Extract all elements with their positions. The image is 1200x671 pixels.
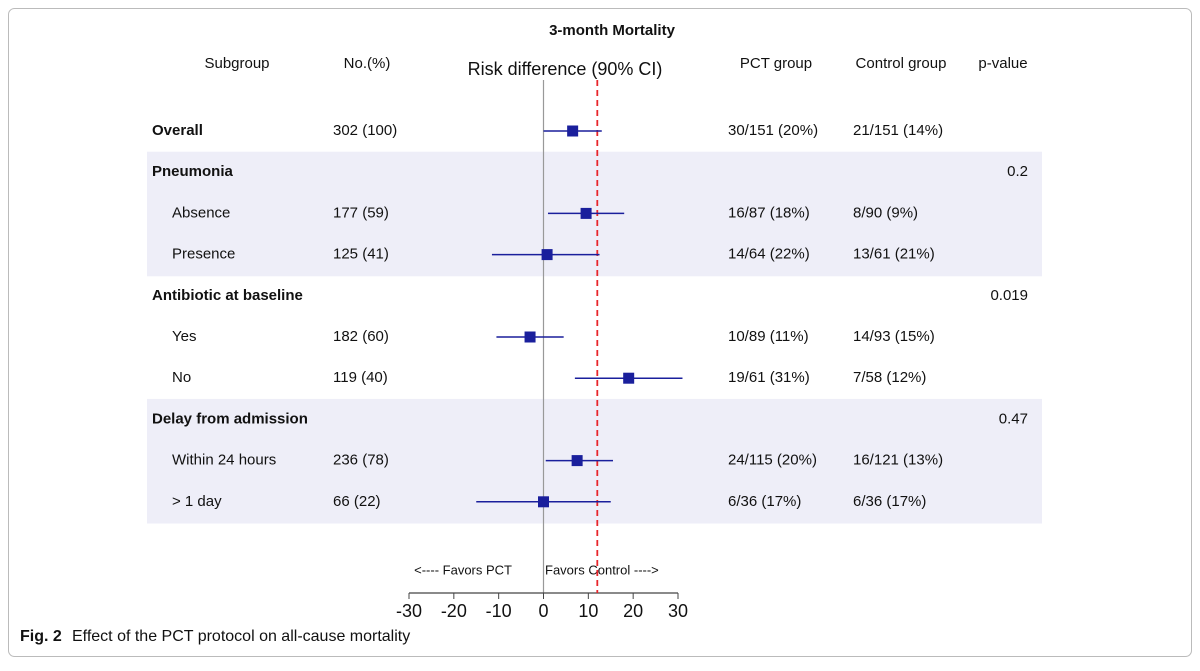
x-axis-title: Risk difference (90% CI) <box>468 59 663 79</box>
row-label: Within 24 hours <box>172 452 276 469</box>
row-label: Yes <box>172 328 196 345</box>
estimate-marker <box>580 207 592 219</box>
pct-cell: 24/115 (20%) <box>728 452 817 469</box>
p-value: 0.2 <box>1007 163 1028 180</box>
x-tick-label: -30 <box>396 601 422 621</box>
x-tick-label: 20 <box>623 601 643 621</box>
n-cell: 66 (22) <box>333 493 381 510</box>
n-cell: 236 (78) <box>333 452 389 469</box>
column-header: Subgroup <box>204 55 269 72</box>
control-cell: 7/58 (12%) <box>853 369 926 386</box>
chart-title: 3-month Mortality <box>549 22 675 39</box>
estimate-marker <box>571 455 583 467</box>
n-cell: 125 (41) <box>333 246 389 263</box>
estimate-marker <box>567 125 579 137</box>
favors-left: <---- Favors PCT <box>414 562 512 577</box>
pct-cell: 30/151 (20%) <box>728 122 818 139</box>
x-tick-label: -20 <box>441 601 467 621</box>
column-header: PCT group <box>740 55 812 72</box>
pct-cell: 10/89 (11%) <box>728 328 809 345</box>
column-header: No.(%) <box>344 55 391 72</box>
n-cell: 119 (40) <box>333 369 388 386</box>
row-label: Overall <box>152 122 203 139</box>
x-tick-label: 30 <box>668 601 688 621</box>
control-cell: 13/61 (21%) <box>853 246 935 263</box>
pct-cell: 16/87 (18%) <box>728 204 810 221</box>
n-cell: 302 (100) <box>333 122 397 139</box>
control-cell: 6/36 (17%) <box>853 493 926 510</box>
row-label: No <box>172 369 191 386</box>
group-label: Delay from admission <box>152 410 308 427</box>
p-value: 0.019 <box>990 287 1028 304</box>
control-cell: 16/121 (13%) <box>853 452 943 469</box>
x-tick-label: 0 <box>538 601 548 621</box>
pct-cell: 19/61 (31%) <box>728 369 810 386</box>
row-label: Absence <box>172 204 230 221</box>
control-cell: 14/93 (15%) <box>853 328 935 345</box>
row-label: Presence <box>172 246 235 263</box>
bands <box>147 151 1042 524</box>
n-cell: 182 (60) <box>333 328 389 345</box>
x-tick-label: 10 <box>578 601 598 621</box>
p-value: 0.47 <box>999 410 1028 427</box>
favors-right: Favors Control ----> <box>545 562 659 577</box>
pct-cell: 14/64 (22%) <box>728 246 810 263</box>
x-tick-label: -10 <box>486 601 512 621</box>
estimate-marker <box>541 249 553 261</box>
n-cell: 177 (59) <box>333 204 389 221</box>
estimate-marker <box>623 372 635 384</box>
frame <box>8 8 1192 657</box>
group-label: Antibiotic at baseline <box>152 287 303 304</box>
caption-text: Effect of the PCT protocol on all-cause … <box>72 628 410 645</box>
pct-cell: 6/36 (17%) <box>728 493 801 510</box>
row-label: > 1 day <box>172 493 222 510</box>
column-header: p-value <box>978 55 1027 72</box>
control-cell: 21/151 (14%) <box>853 122 943 139</box>
caption-label: Fig. 2 <box>20 628 62 645</box>
column-header: Control group <box>856 55 947 72</box>
estimate-marker <box>524 331 536 343</box>
group-label: Pneumonia <box>152 163 234 180</box>
control-cell: 8/90 (9%) <box>853 204 918 221</box>
estimate-marker <box>538 496 549 508</box>
